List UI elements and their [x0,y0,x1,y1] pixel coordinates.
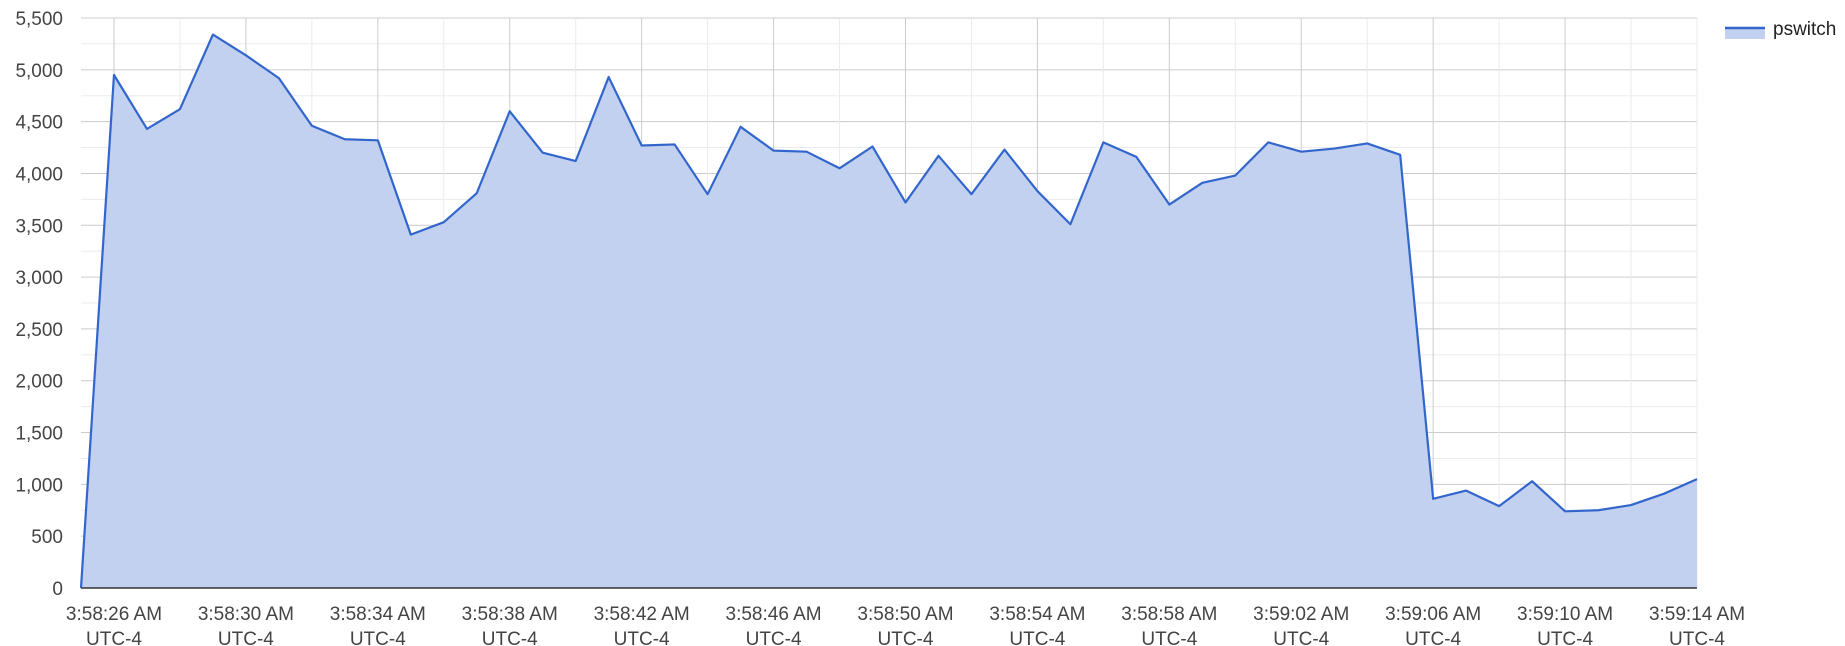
y-axis-tick-labels: 0 500 1,000 1,500 2,000 2,500 3,000 3,500 4,000 4… [15,9,63,600]
x-tick-label-time: 3:58:46 AM [726,604,822,625]
y-tick-label: 3,000 [15,268,63,289]
x-tick-label-time: 3:58:58 AM [1121,604,1217,625]
series-area-layer [79,33,1698,589]
x-tick-label-time: 3:58:42 AM [594,604,690,625]
legend-label-pswitch: pswitch [1773,19,1836,40]
x-tick-label-tz: UTC-4 [878,629,934,646]
x-tick-label-tz: UTC-4 [86,629,142,646]
x-tick-label-tz: UTC-4 [1141,629,1197,646]
y-tick-label: 2,500 [15,320,63,341]
x-tick-label-time: 3:58:34 AM [330,604,426,625]
x-tick-label-time: 3:58:38 AM [462,604,558,625]
y-tick-label: 0 [52,579,63,600]
y-tick-label: 5,000 [15,61,63,82]
series-line-pswitch [79,33,1698,589]
x-tick-label-tz: UTC-4 [1537,629,1593,646]
x-tick-label-time: 3:59:06 AM [1385,604,1481,625]
x-axis-tick-labels: 3:58:26 AM UTC-4 3:58:30 AM UTC-4 3:58:34 AM… [66,604,1745,646]
y-tick-label: 4,000 [15,164,63,185]
series-area-pswitch [81,34,1697,588]
x-tick-label-time: 3:58:30 AM [198,604,294,625]
x-tick-label-tz: UTC-4 [218,629,274,646]
y-tick-label: 4,500 [15,113,63,134]
legend-swatch-pswitch [1725,27,1765,39]
x-tick-label-tz: UTC-4 [1669,629,1725,646]
y-tick-label: 3,500 [15,216,63,237]
legend[interactable]: pswitch [1725,19,1836,40]
x-tick-label-tz: UTC-4 [746,629,802,646]
x-tick-label-time: 3:58:26 AM [66,604,162,625]
x-tick-label-tz: UTC-4 [614,629,670,646]
x-tick-label-tz: UTC-4 [1405,629,1461,646]
y-tick-label: 5,500 [15,9,63,30]
x-tick-label-time: 3:59:10 AM [1517,604,1613,625]
x-tick-label-tz: UTC-4 [1273,629,1329,646]
x-tick-label-tz: UTC-4 [1009,629,1065,646]
x-tick-label-time: 3:59:14 AM [1649,604,1745,625]
y-tick-label: 2,000 [15,372,63,393]
x-tick-label-time: 3:58:50 AM [857,604,953,625]
x-tick-label-time: 3:59:02 AM [1253,604,1349,625]
x-tick-label-time: 3:58:54 AM [989,604,1085,625]
y-tick-label: 500 [31,527,63,548]
x-tick-label-tz: UTC-4 [350,629,406,646]
x-tick-label-tz: UTC-4 [482,629,538,646]
y-tick-label: 1,500 [15,424,63,445]
y-tick-label: 1,000 [15,475,63,496]
